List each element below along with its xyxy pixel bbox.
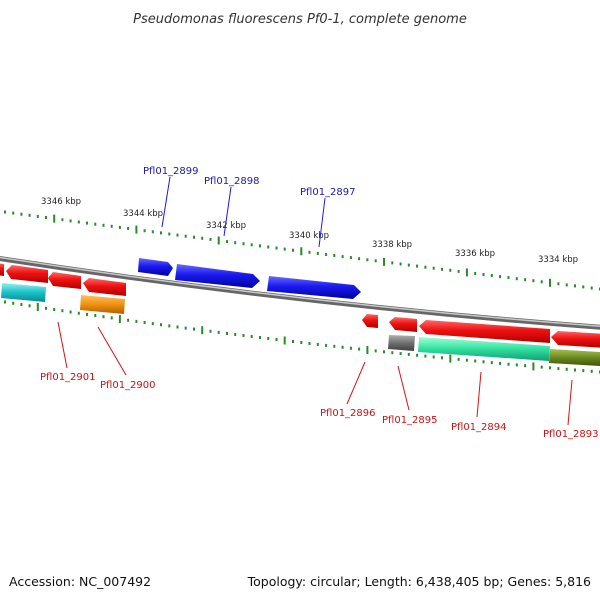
gene-arrow-pfl01-2893[interactable]	[551, 331, 600, 348]
genome-backbone-highlight	[0, 256, 600, 327]
gene-label-pfl01-2898[interactable]: Pfl01_2898	[204, 176, 260, 187]
cog-block-olive[interactable]	[549, 349, 600, 366]
leader-pfl01-2894	[476, 371, 482, 418]
scale-label-3342: 3342 kbp	[206, 221, 246, 231]
gene-label-pfl01-2895[interactable]: Pfl01_2895	[382, 415, 438, 426]
scale-label-3336: 3336 kbp	[455, 249, 495, 259]
gene-arrow-pfl01-2894[interactable]	[419, 320, 550, 343]
cog-block-orange[interactable]	[80, 295, 125, 314]
inner-scale-track	[4, 300, 600, 374]
gene-label-pfl01-2894[interactable]: Pfl01_2894	[451, 422, 507, 433]
scale-label-3346: 3346 kbp	[41, 197, 81, 207]
scale-label-3338: 3338 kbp	[372, 240, 412, 250]
gene-arrow-pfl01-2901b[interactable]	[48, 272, 81, 289]
gene-arrow-pfl01-2900[interactable]	[83, 278, 126, 296]
gene-arrow-pfl01-2901a[interactable]	[6, 265, 48, 283]
cog-block-mint[interactable]	[418, 337, 550, 361]
gene-arrow-pfl01-2896[interactable]	[362, 314, 378, 328]
cog-block-gray[interactable]	[388, 335, 415, 351]
map-title: Pseudomonas fluorescens Pf0-1, complete …	[133, 12, 467, 27]
gene-arrow-pfl01-2898[interactable]	[175, 264, 260, 288]
gene-label-pfl01-2896[interactable]: Pfl01_2896	[320, 408, 376, 419]
gene-arrow-pfl01-2895[interactable]	[389, 317, 417, 332]
cog-feature-blocks	[1, 283, 600, 366]
topology-text: Topology: circular; Length: 6,438,405 bp…	[247, 574, 591, 589]
genome-backbone	[0, 256, 600, 330]
accession-text: Accession: NC_007492	[9, 574, 151, 589]
gene-arrow-pfl01-2899[interactable]	[138, 258, 173, 276]
cog-block-cyan[interactable]	[1, 283, 46, 302]
gene-arrow-pfl01-2897[interactable]	[267, 276, 361, 299]
forward-strand-genes	[138, 258, 361, 299]
leader-pfl01-2901	[57, 321, 68, 369]
leader-pfl01-2896	[346, 361, 366, 405]
gene-label-pfl01-2900[interactable]: Pfl01_2900	[100, 380, 156, 391]
leader-pfl01-2899	[161, 176, 171, 228]
gene-label-pfl01-2893[interactable]: Pfl01_2893	[543, 429, 599, 440]
reverse-gene-labels: Pfl01_2901 Pfl01_2900 Pfl01_2896 Pfl01_2…	[40, 372, 599, 440]
reverse-gene-leaders	[57, 321, 573, 426]
scale-label-3344: 3344 kbp	[123, 209, 163, 219]
outer-scale-track	[4, 210, 600, 291]
scale-label-3340: 3340 kbp	[289, 231, 329, 241]
gene-arrow-partial-left[interactable]	[0, 263, 4, 276]
leader-pfl01-2898	[223, 186, 232, 237]
scale-labels: 3346 kbp 3344 kbp 3342 kbp 3340 kbp 3338…	[41, 197, 578, 265]
gene-label-pfl01-2899[interactable]: Pfl01_2899	[143, 166, 199, 177]
leader-pfl01-2893	[567, 379, 573, 426]
reverse-strand-genes	[0, 263, 600, 348]
leader-pfl01-2900	[97, 326, 127, 376]
scale-label-3334: 3334 kbp	[538, 255, 578, 265]
leader-pfl01-2895	[397, 365, 410, 411]
forward-gene-leaders	[161, 176, 326, 248]
gene-label-pfl01-2901[interactable]: Pfl01_2901	[40, 372, 96, 383]
leader-pfl01-2897	[318, 197, 326, 248]
forward-gene-labels: Pfl01_2899 Pfl01_2898 Pfl01_2897	[143, 166, 356, 198]
gene-label-pfl01-2897[interactable]: Pfl01_2897	[300, 187, 356, 198]
